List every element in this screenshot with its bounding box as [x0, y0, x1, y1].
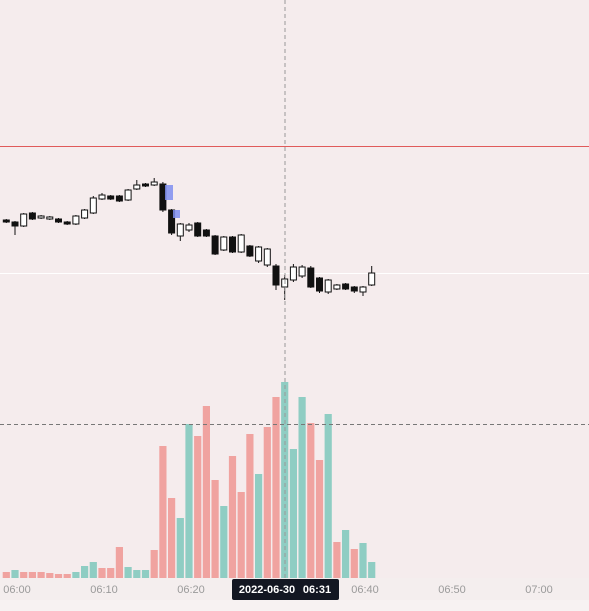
candle-body: [55, 218, 62, 223]
candle-body: [150, 181, 158, 186]
candle-body: [124, 189, 132, 201]
volume-bar: [202, 406, 210, 578]
volume-bar: [289, 449, 297, 578]
volume-bar: [133, 570, 141, 578]
volume-bar: [141, 570, 150, 578]
volume-bar: [315, 460, 324, 578]
volume-bar: [20, 572, 28, 578]
candle-body: [342, 283, 350, 290]
volume-bar: [2, 572, 10, 578]
candle-body: [63, 221, 71, 225]
candle-body: [176, 223, 184, 237]
candle-body: [289, 266, 297, 281]
volume-bar: [368, 562, 376, 578]
candle-body: [72, 215, 80, 225]
candle-body: [255, 246, 263, 262]
volume-bar: [298, 397, 306, 578]
footer-strip: [0, 600, 589, 611]
volume-bar: [89, 562, 97, 578]
volume-bar: [176, 518, 184, 578]
volume-bar: [115, 547, 123, 578]
candle-body: [194, 222, 202, 237]
candle-body: [11, 221, 19, 227]
x-tick-label: 07:00: [525, 584, 553, 596]
candle-body: [359, 286, 367, 293]
volume-bar: [72, 572, 80, 578]
volume-bar: [255, 474, 263, 578]
axis-labels: 06:00 06:10 06:20 06:40 06:50 07:00: [3, 584, 553, 596]
volume-bar: [211, 480, 219, 578]
volume-bar: [220, 506, 228, 578]
volume-bar: [272, 397, 280, 578]
crosshair-label-box: [232, 579, 339, 600]
candle-body: [115, 195, 123, 202]
candle-body: [298, 266, 306, 277]
volume-bar: [107, 568, 115, 578]
volume-bar: [228, 456, 237, 578]
candle-body: [185, 224, 193, 231]
volume-bar: [324, 414, 332, 578]
volume-bar: [263, 427, 271, 578]
volume-bar: [11, 570, 19, 578]
volume-bar: [37, 572, 45, 578]
x-tick-label: 06:00: [3, 584, 31, 596]
candle-body: [98, 194, 106, 200]
candle-body: [229, 236, 236, 253]
highlight: [165, 185, 173, 200]
candle-body: [237, 234, 245, 253]
volume-bar: [307, 423, 315, 578]
candle-body: [2, 219, 10, 223]
x-tick-label: 06:20: [177, 584, 205, 596]
candle-body: [37, 215, 45, 219]
volume-bar: [124, 567, 132, 578]
volume-bar: [185, 424, 193, 578]
candle-body: [133, 184, 141, 190]
volume-bar: [350, 549, 358, 578]
candle-body: [368, 272, 376, 286]
volume-bar: [168, 498, 176, 578]
candle-body: [168, 209, 176, 234]
x-tick-label: 06:40: [351, 584, 379, 596]
candle-body: [81, 209, 89, 219]
candle-body: [89, 197, 97, 214]
candle-body: [142, 183, 149, 187]
candle-body: [333, 284, 341, 290]
candle-body: [211, 235, 219, 255]
volume-bar: [98, 568, 106, 578]
volume-bar: [150, 550, 158, 578]
candle-body: [307, 267, 315, 288]
candle-body: [107, 195, 115, 200]
crosshair-time: 06:31: [303, 584, 331, 596]
candle-body: [316, 277, 323, 292]
volume-bar: [159, 446, 167, 578]
volume-bar: [46, 573, 54, 578]
candle-body: [46, 216, 54, 220]
crosshair-date: 2022-06-30: [239, 584, 295, 596]
volume-bar: [342, 530, 350, 578]
volume-bar: [359, 543, 367, 578]
candle-body: [263, 248, 271, 266]
volume-bar: [81, 566, 89, 578]
candle-body: [272, 265, 280, 286]
volume-bar: [54, 574, 63, 578]
volume-bar: [333, 542, 341, 578]
volume-bar: [63, 574, 71, 578]
volume-bar: [28, 572, 36, 578]
candle-body: [28, 212, 36, 220]
candle-body: [324, 279, 332, 293]
volume-bar: [246, 434, 254, 578]
x-tick-label: 06:10: [90, 584, 118, 596]
candle-body: [202, 229, 210, 237]
volume-bar: [237, 492, 245, 578]
volume-bar: [194, 436, 202, 578]
highlight: [173, 210, 180, 218]
x-tick-label: 06:50: [438, 584, 466, 596]
candle-body: [20, 213, 28, 227]
candle-body: [220, 236, 228, 251]
candle-body: [246, 245, 254, 257]
candle-body: [350, 286, 358, 292]
